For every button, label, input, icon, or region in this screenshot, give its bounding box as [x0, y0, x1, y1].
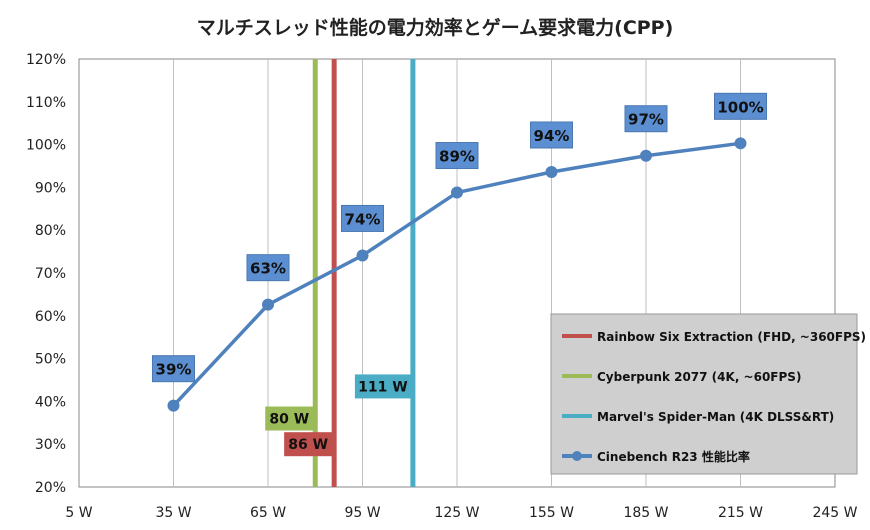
data-label-box: [341, 204, 384, 232]
data-label: 74%: [345, 210, 381, 228]
x-tick-label: 95 W: [344, 505, 380, 521]
data-point: [545, 165, 558, 178]
data-point: [640, 149, 652, 162]
x-axis-ticks: 5 W 35 W 65 W 95 W 125 W 155 W 185 W 215 W 245 W: [65, 505, 857, 521]
data-label-box: [435, 142, 479, 170]
legend-marker: [572, 451, 582, 461]
data-label-box: [246, 254, 290, 282]
y-tick-label: 90%: [35, 180, 66, 196]
x-tick-label: 125 W: [434, 505, 479, 521]
y-tick-label: 120%: [26, 52, 66, 68]
line-value-box: [354, 374, 411, 399]
data-label: 63%: [250, 260, 286, 278]
y-tick-label: 20%: [35, 480, 66, 496]
data-label: 39%: [156, 361, 192, 379]
y-tick-label: 110%: [26, 95, 66, 111]
legend-label: Cyberpunk 2077 (4K, ~60FPS): [597, 370, 801, 384]
y-axis-ticks: 20% 30% 40% 50% 60% 70% 80% 90% 100% 110% 120%: [26, 52, 66, 496]
data-label: 100%: [717, 98, 763, 116]
x-tick-label: 245 W: [812, 505, 857, 521]
data-label-box: [530, 121, 573, 149]
data-labels: 39% 63% 74% 89% 94% 97% 100% 86 W 80 W 111 W: [152, 92, 767, 457]
y-tick-label: 30%: [35, 437, 66, 453]
x-tick-label: 155 W: [529, 505, 574, 521]
data-point: [356, 249, 369, 262]
legend: Rainbow Six Extraction (FHD, ~360FPS) Cyb…: [550, 313, 866, 475]
data-label: 97%: [628, 111, 664, 129]
legend-box: [550, 313, 858, 475]
data-label: 89%: [439, 148, 475, 166]
y-tick-label: 40%: [35, 394, 66, 410]
x-tick-label: 35 W: [155, 505, 191, 521]
data-point: [167, 399, 180, 412]
y-tick-label: 70%: [35, 266, 66, 282]
line-value-label: 80 W: [269, 412, 309, 428]
line-value-box: [284, 432, 333, 457]
requirement-lines: [312, 59, 416, 487]
x-tick-label: 5 W: [65, 505, 92, 521]
line-value-label: 86 W: [288, 437, 328, 453]
chart-title: マルチスレッド性能の電力効率とゲーム要求電力(CPP): [197, 16, 674, 39]
x-tick-label: 65 W: [250, 505, 286, 521]
line-value-label: 111 W: [358, 379, 408, 395]
y-tick-label: 100%: [26, 138, 66, 154]
data-label: 94%: [534, 127, 570, 145]
data-point: [734, 137, 747, 150]
data-label-box: [714, 92, 767, 120]
x-tick-label: 215 W: [718, 505, 763, 521]
data-label-box: [152, 355, 195, 383]
y-tick-label: 60%: [35, 309, 66, 325]
legend-label: Cinebench R23 性能比率: [597, 449, 750, 464]
legend-label: Rainbow Six Extraction (FHD, ~360FPS): [597, 330, 866, 344]
line-value-box: [265, 406, 314, 431]
data-point: [451, 186, 463, 199]
y-tick-label: 50%: [35, 352, 66, 368]
y-tick-label: 80%: [35, 223, 66, 239]
series-lines: [167, 137, 747, 412]
data-point: [262, 298, 274, 311]
data-label-box: [624, 105, 668, 133]
legend-label: Marvel's Spider-Man (4K DLSS&RT): [597, 410, 834, 424]
x-tick-label: 185 W: [623, 505, 668, 521]
